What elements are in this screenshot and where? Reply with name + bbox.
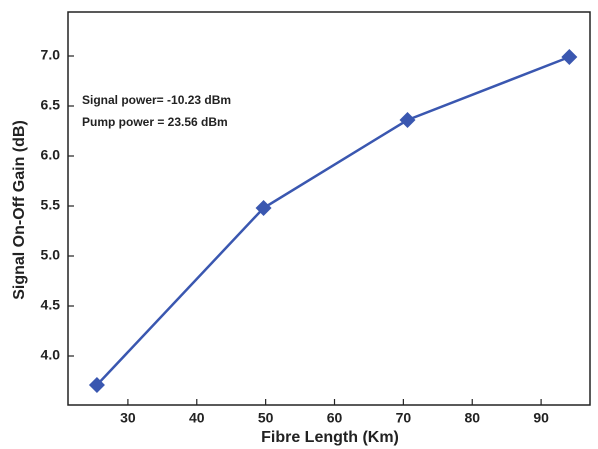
plot-frame bbox=[67, 11, 591, 406]
marker bbox=[399, 112, 416, 128]
y-tick-label: 7.0 bbox=[41, 47, 61, 63]
line bbox=[96, 55, 570, 386]
x-tick-label: 30 bbox=[120, 410, 136, 426]
annotation: Pump power = 23.56 dBm bbox=[82, 115, 228, 129]
x-tick-label: 50 bbox=[258, 410, 274, 426]
y-axis-label: Signal On-Off Gain (dB) bbox=[11, 120, 28, 300]
y-tick-label: 6.5 bbox=[41, 97, 61, 113]
marker bbox=[255, 200, 272, 216]
y-tick-label: 4.5 bbox=[41, 297, 61, 313]
x-tick-label: 40 bbox=[189, 410, 205, 426]
marker bbox=[88, 377, 105, 393]
y-tick-label: 5.0 bbox=[41, 247, 61, 263]
y-tick-label: 6.0 bbox=[41, 147, 61, 163]
y-tick-label: 5.5 bbox=[41, 197, 61, 213]
annotation: Signal power= -10.23 dBm bbox=[82, 93, 231, 107]
marker bbox=[561, 49, 578, 65]
x-tick-label: 70 bbox=[396, 410, 412, 426]
x-tick-label: 90 bbox=[533, 410, 549, 426]
x-axis-label: Fibre Length (Km) bbox=[261, 429, 399, 446]
x-tick-label: 80 bbox=[464, 410, 480, 426]
x-tick-label: 60 bbox=[327, 410, 343, 426]
y-tick-label: 4.0 bbox=[41, 347, 61, 363]
